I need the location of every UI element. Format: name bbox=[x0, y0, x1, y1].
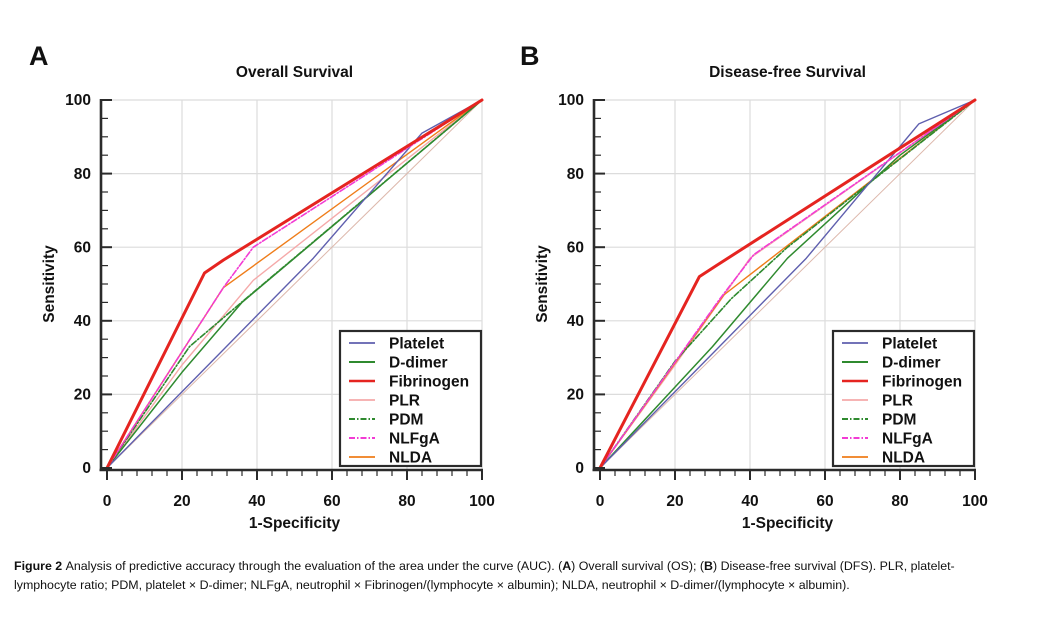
figure-caption: Figure 2 Analysis of predictive accuracy… bbox=[14, 557, 1036, 594]
roc-line-fibrinogen bbox=[105, 98, 484, 470]
legend-label-platelet: Platelet bbox=[882, 336, 937, 353]
roc-line-fibrinogen bbox=[598, 98, 977, 470]
caption-line-2: lymphocyte ratio; PDM, platelet × D-dime… bbox=[14, 577, 850, 592]
y-tick-label: 100 bbox=[65, 92, 91, 109]
x-tick-label: 20 bbox=[173, 493, 190, 510]
legend-label-pdm: PDM bbox=[882, 412, 916, 429]
y-tick-label: 20 bbox=[567, 387, 584, 404]
roc-line-nlfga bbox=[106, 99, 483, 469]
legend-label-d-dimer: D-dimer bbox=[389, 355, 448, 372]
roc-line-reference bbox=[106, 99, 483, 469]
legend-label-platelet: Platelet bbox=[389, 336, 444, 353]
roc-chart-disease-free-survival: 0 20 40 60 80 100 0 20 40 60 80 100 Disease-free Sur… bbox=[534, 64, 988, 532]
x-tick-label: 60 bbox=[323, 493, 340, 510]
legend-label-fibrinogen: Fibrinogen bbox=[882, 374, 962, 391]
x-tick-label: 100 bbox=[962, 493, 988, 510]
legend-label-plr: PLR bbox=[882, 393, 913, 410]
chart-title: Disease-free Survival bbox=[709, 64, 866, 81]
legend-box bbox=[338, 329, 483, 468]
roc-line-pdm bbox=[106, 99, 483, 469]
y-tick-label: 0 bbox=[575, 460, 584, 477]
x-axis-label: 1-Specificity bbox=[249, 515, 341, 532]
chart-title: Overall Survival bbox=[236, 64, 353, 81]
roc-chart-overall-survival: 0 20 40 60 80 100 0 20 40 60 80 100 Overall Survival… bbox=[41, 64, 495, 532]
x-tick-label: 80 bbox=[398, 493, 415, 510]
y-tick-label: 60 bbox=[74, 239, 91, 256]
x-tick-label: 80 bbox=[891, 493, 908, 510]
legend-label-nlda: NLDA bbox=[389, 450, 432, 467]
x-tick-label: 20 bbox=[666, 493, 683, 510]
x-axis-label: 1-Specificity bbox=[742, 515, 834, 532]
x-tick-label: 100 bbox=[469, 493, 495, 510]
panel-b-label: B bbox=[520, 41, 540, 71]
roc-line-platelet bbox=[106, 99, 483, 469]
legend-label-nlfga: NLFgA bbox=[389, 431, 440, 448]
roc-line-platelet bbox=[599, 99, 976, 469]
x-tick-label: 0 bbox=[103, 493, 112, 510]
y-tick-label: 40 bbox=[567, 313, 584, 330]
panel-a-label: A bbox=[29, 41, 49, 71]
legend-label-pdm: PDM bbox=[389, 412, 423, 429]
x-tick-label: 0 bbox=[596, 493, 605, 510]
roc-line-reference bbox=[599, 99, 976, 469]
caption-line-1: Figure 2 Analysis of predictive accuracy… bbox=[14, 559, 955, 573]
y-tick-label: 80 bbox=[74, 166, 91, 183]
y-tick-label: 40 bbox=[74, 313, 91, 330]
legend-label-nlda: NLDA bbox=[882, 450, 925, 467]
x-tick-label: 40 bbox=[741, 493, 758, 510]
legend-box bbox=[831, 329, 976, 468]
y-axis-label: Sensitivity bbox=[534, 245, 551, 323]
y-tick-label: 20 bbox=[74, 387, 91, 404]
legend-label-nlfga: NLFgA bbox=[882, 431, 933, 448]
y-axis-label: Sensitivity bbox=[41, 245, 58, 323]
caption-figure-number: Figure 2 bbox=[14, 559, 66, 573]
legend-label-plr: PLR bbox=[389, 393, 420, 410]
legend-label-d-dimer: D-dimer bbox=[882, 355, 941, 372]
roc-line-nlfga bbox=[599, 99, 976, 469]
x-tick-label: 40 bbox=[248, 493, 265, 510]
roc-line-d-dimer bbox=[599, 99, 976, 469]
x-tick-label: 60 bbox=[816, 493, 833, 510]
y-tick-label: 0 bbox=[82, 460, 91, 477]
y-tick-label: 80 bbox=[567, 166, 584, 183]
legend-label-fibrinogen: Fibrinogen bbox=[389, 374, 469, 391]
y-tick-label: 60 bbox=[567, 239, 584, 256]
y-tick-label: 100 bbox=[558, 92, 584, 109]
